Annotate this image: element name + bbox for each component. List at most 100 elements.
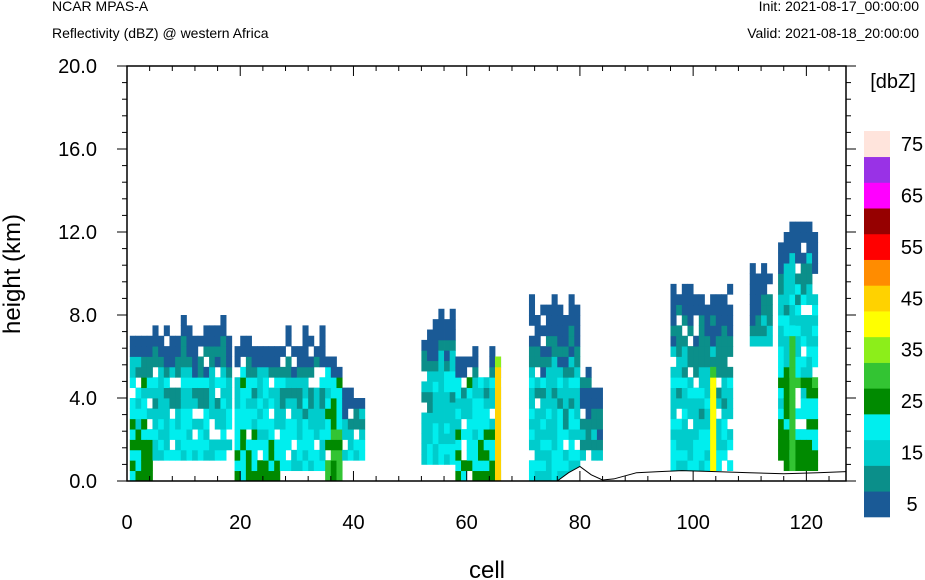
reflectivity-core-cell bbox=[494, 429, 502, 440]
reflectivity-cell bbox=[336, 377, 343, 389]
reflectivity-cell bbox=[795, 346, 802, 357]
reflectivity-cell bbox=[528, 366, 536, 378]
reflectivity-cell bbox=[234, 439, 241, 451]
reflectivity-cell bbox=[169, 335, 176, 347]
reflectivity-cell bbox=[220, 439, 227, 451]
reflectivity-cell bbox=[285, 418, 292, 430]
reflectivity-cell bbox=[568, 294, 575, 306]
reflectivity-cell bbox=[783, 377, 790, 389]
reflectivity-cell bbox=[676, 439, 683, 451]
reflectivity-cell bbox=[336, 398, 343, 409]
reflectivity-cell bbox=[489, 346, 496, 357]
reflectivity-core-cell bbox=[789, 356, 796, 368]
reflectivity-cell bbox=[715, 325, 722, 337]
reflectivity-cell bbox=[579, 418, 586, 430]
reflectivity-cell bbox=[175, 449, 182, 461]
x-tick-label: 40 bbox=[342, 512, 364, 534]
reflectivity-cell bbox=[444, 371, 451, 382]
reflectivity-cell bbox=[302, 356, 309, 368]
reflectivity-cell bbox=[152, 439, 159, 451]
reflectivity-cell bbox=[693, 439, 700, 451]
reflectivity-cell bbox=[129, 449, 136, 461]
reflectivity-cell bbox=[268, 470, 275, 482]
reflectivity-cell bbox=[698, 356, 705, 368]
reflectivity-cell bbox=[670, 366, 677, 378]
reflectivity-cell bbox=[141, 470, 148, 482]
reflectivity-cell bbox=[449, 319, 456, 330]
reflectivity-cell bbox=[245, 408, 252, 420]
reflectivity-cell bbox=[574, 387, 581, 399]
reflectivity-cell bbox=[704, 408, 711, 420]
reflectivity-cell bbox=[545, 366, 553, 378]
reflectivity-cell bbox=[444, 454, 451, 465]
reflectivity-cell bbox=[302, 429, 309, 440]
reflectivity-cell bbox=[141, 449, 148, 461]
reflectivity-cell bbox=[800, 460, 807, 472]
reflectivity-cell bbox=[721, 377, 728, 389]
reflectivity-cell bbox=[257, 439, 264, 451]
reflectivity-cell bbox=[812, 439, 819, 451]
reflectivity-cell bbox=[163, 356, 170, 368]
reflectivity-cell bbox=[687, 304, 694, 316]
reflectivity-cell bbox=[444, 433, 451, 445]
reflectivity-cell bbox=[806, 460, 813, 472]
reflectivity-cell bbox=[749, 283, 756, 295]
reflectivity-cell bbox=[795, 408, 802, 420]
reflectivity-cell bbox=[175, 398, 182, 409]
reflectivity-cell bbox=[551, 429, 558, 440]
reflectivity-cell bbox=[687, 398, 694, 409]
reflectivity-cell bbox=[251, 356, 258, 368]
y-tick-label: 16.0 bbox=[58, 139, 97, 161]
reflectivity-cell bbox=[715, 346, 722, 357]
reflectivity-cell bbox=[432, 381, 439, 393]
reflectivity-cell bbox=[721, 325, 728, 337]
reflectivity-cell bbox=[466, 398, 473, 409]
reflectivity-cell bbox=[693, 304, 700, 316]
reflectivity-cell bbox=[268, 356, 275, 368]
reflectivity-cell bbox=[789, 294, 796, 306]
reflectivity-cell bbox=[438, 443, 445, 455]
reflectivity-cell bbox=[670, 398, 677, 409]
reflectivity-cell bbox=[534, 439, 541, 451]
reflectivity-cell bbox=[449, 308, 456, 320]
reflectivity-cell bbox=[220, 356, 227, 368]
reflectivity-cell bbox=[670, 387, 677, 399]
reflectivity-cell bbox=[579, 387, 586, 399]
reflectivity-cell bbox=[557, 356, 564, 368]
reflectivity-cell bbox=[704, 449, 711, 461]
reflectivity-cell bbox=[449, 443, 456, 455]
reflectivity-cell bbox=[789, 273, 796, 285]
reflectivity-cell bbox=[557, 315, 564, 326]
reflectivity-cell bbox=[681, 398, 688, 409]
reflectivity-cell bbox=[676, 294, 683, 306]
reflectivity-cell bbox=[670, 439, 677, 451]
reflectivity-core-cell bbox=[494, 366, 502, 378]
reflectivity-cell bbox=[325, 470, 332, 482]
reflectivity-cell bbox=[545, 356, 553, 368]
reflectivity-cell bbox=[234, 346, 241, 357]
reflectivity-cell bbox=[347, 398, 354, 409]
reflectivity-cell bbox=[715, 449, 722, 461]
reflectivity-cell bbox=[359, 398, 366, 409]
reflectivity-cell bbox=[557, 449, 564, 461]
reflectivity-cell bbox=[727, 408, 734, 420]
colorbar-segment bbox=[864, 182, 890, 209]
reflectivity-cell bbox=[585, 418, 592, 430]
reflectivity-cell bbox=[152, 408, 159, 420]
reflectivity-cell bbox=[274, 366, 281, 378]
colorbar-unit-label: [dbZ] bbox=[870, 71, 916, 93]
reflectivity-cell bbox=[257, 366, 264, 378]
reflectivity-cell bbox=[715, 439, 722, 451]
reflectivity-cell bbox=[444, 339, 451, 351]
reflectivity-cell bbox=[180, 429, 187, 440]
reflectivity-cell bbox=[421, 433, 428, 445]
reflectivity-cell bbox=[152, 346, 159, 357]
reflectivity-cell bbox=[186, 449, 193, 461]
reflectivity-cell bbox=[596, 449, 603, 461]
reflectivity-cell bbox=[528, 460, 536, 472]
reflectivity-cell bbox=[240, 429, 247, 440]
reflectivity-cell bbox=[783, 408, 790, 420]
reflectivity-cell bbox=[806, 429, 813, 440]
reflectivity-cell bbox=[693, 294, 700, 306]
reflectivity-cell bbox=[313, 408, 320, 420]
